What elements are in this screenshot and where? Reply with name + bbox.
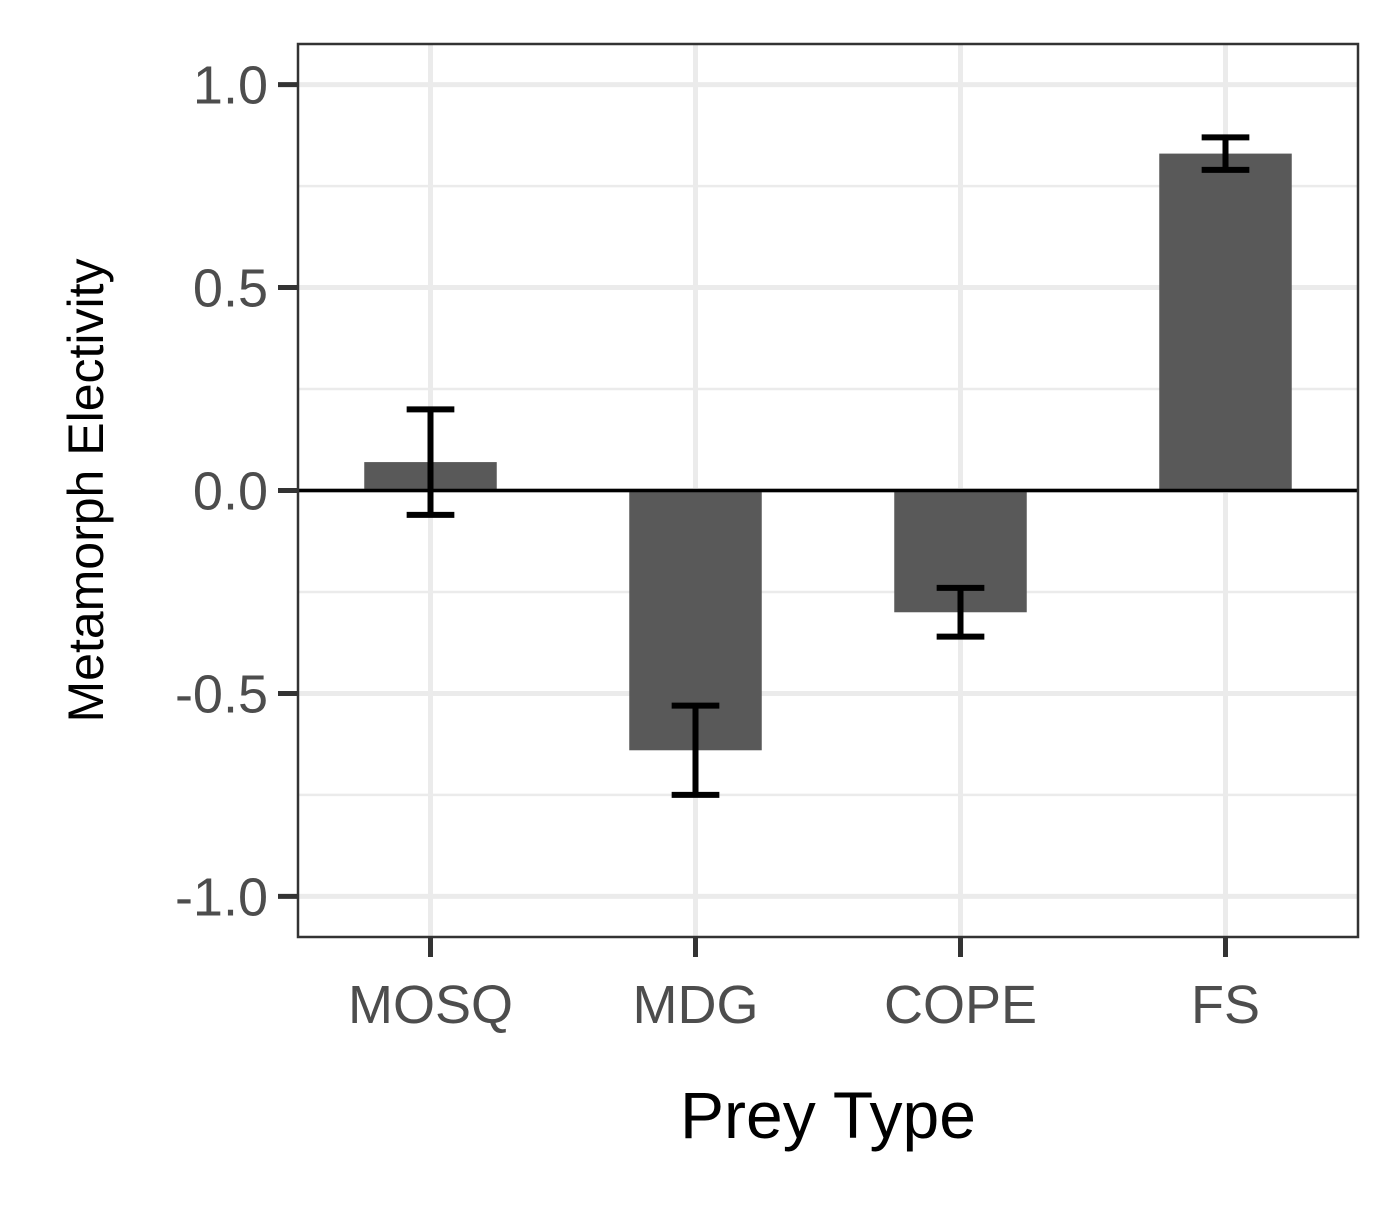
bar-layer	[364, 153, 1292, 751]
y-tick-label: 0.0	[193, 462, 268, 522]
y-tick-label: -0.5	[175, 664, 268, 724]
y-tick-label: 1.0	[193, 56, 268, 116]
x-tick-label: FS	[1191, 975, 1260, 1035]
bar-fs	[1159, 153, 1292, 491]
x-axis-title: Prey Type	[680, 1078, 976, 1152]
axis-layer: 1.0 0.5 0.0 -0.5 -1.0 MOSQ MDG COPE FS	[175, 56, 1260, 1035]
y-axis-title: Metamorph Electivity	[58, 258, 114, 722]
y-tick-label: 0.5	[193, 259, 268, 319]
x-tick-label: MDG	[633, 975, 759, 1035]
x-tick-label: MOSQ	[348, 975, 513, 1035]
x-tick-label: COPE	[884, 975, 1037, 1035]
y-tick-label: -1.0	[175, 867, 268, 927]
error-bar-layer	[406, 134, 1250, 798]
